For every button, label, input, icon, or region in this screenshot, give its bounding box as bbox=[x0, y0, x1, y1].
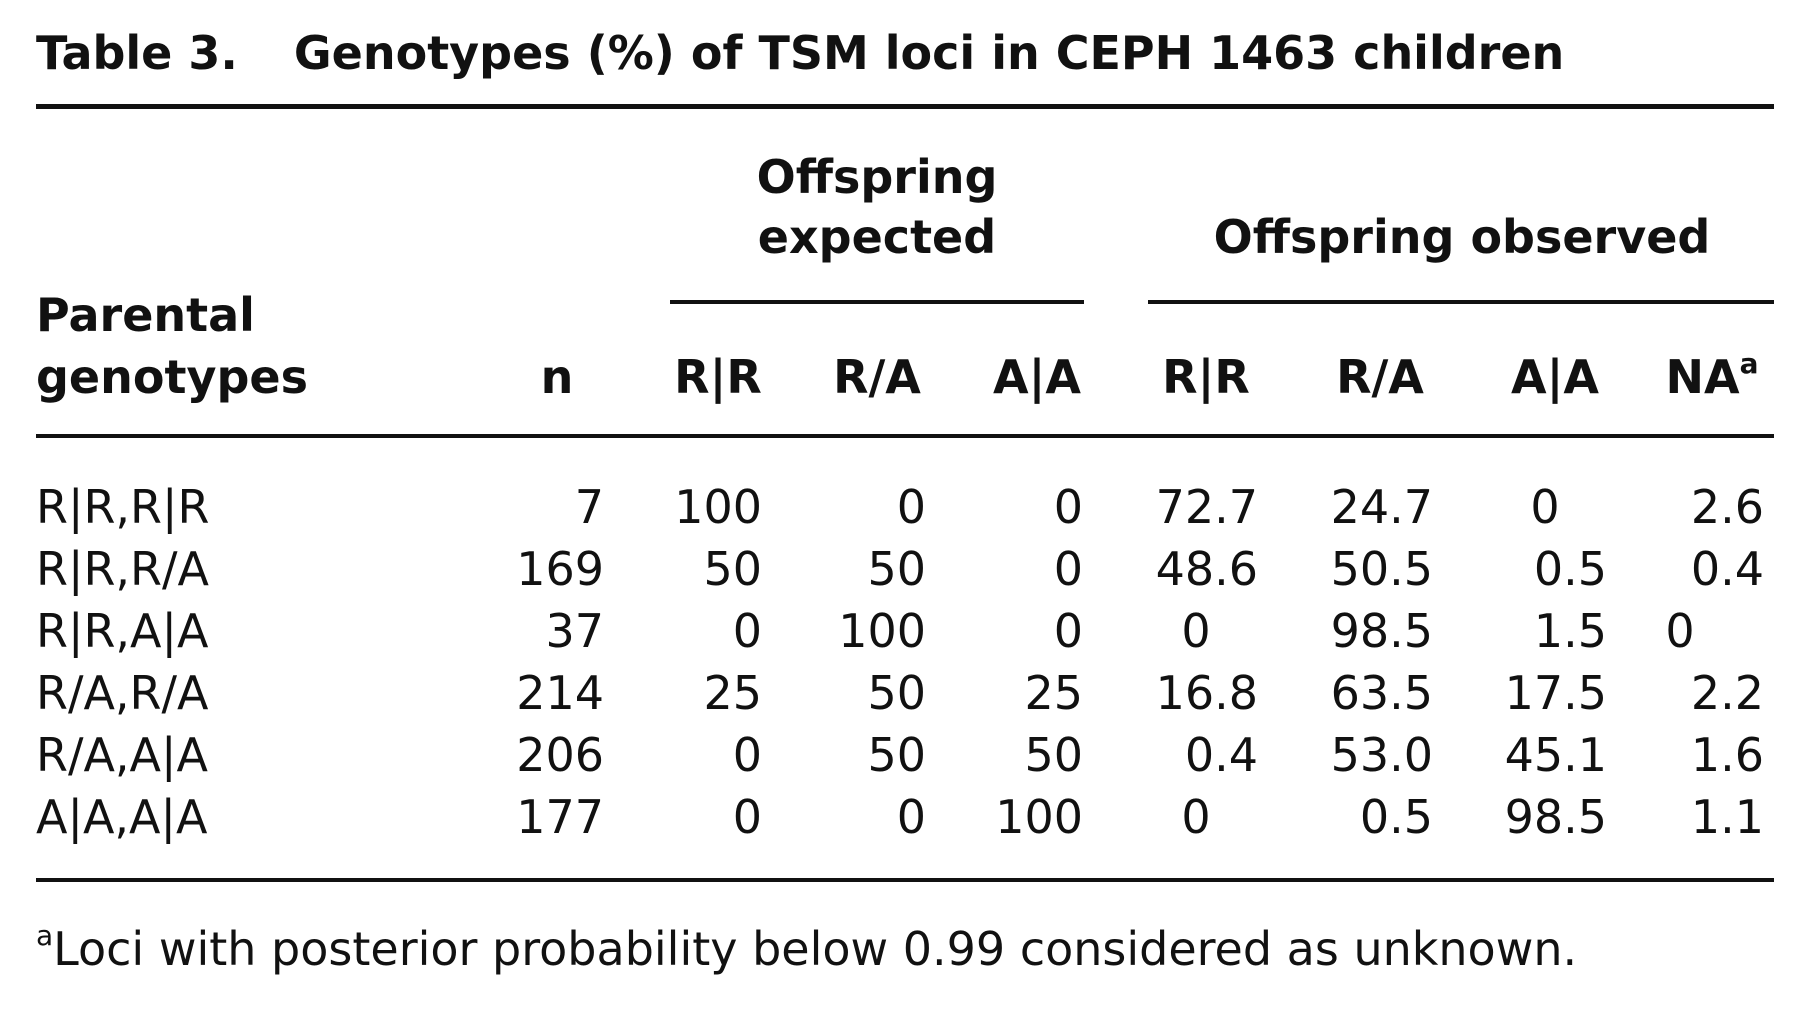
cell-expected: 0 bbox=[732, 604, 762, 658]
cell-observed: 0 bbox=[1181, 790, 1211, 844]
caption-label: Table 3. bbox=[36, 26, 238, 80]
na-footnote-marker: a bbox=[1739, 347, 1759, 380]
group-observed: Offspring observed bbox=[1213, 210, 1711, 264]
cell-expected: 50 bbox=[867, 728, 926, 782]
cell-observed: 24.7 bbox=[1330, 480, 1433, 534]
cell-parental: R/A,R/A bbox=[36, 666, 209, 720]
sub-column-header: R|R bbox=[1162, 350, 1250, 404]
cell-expected: 50 bbox=[703, 542, 762, 596]
bottom-rule bbox=[36, 878, 1774, 882]
cell-observed: 63.5 bbox=[1330, 666, 1433, 720]
cell-expected: 100 bbox=[674, 480, 762, 534]
observed-span-rule bbox=[1148, 300, 1774, 304]
cell-observed: 0.4 bbox=[1690, 542, 1764, 596]
cell-parental: R|R,R|R bbox=[36, 480, 210, 534]
cell-observed: 0.5 bbox=[1359, 790, 1433, 844]
cell-observed: 2.6 bbox=[1690, 480, 1764, 534]
cell-observed: 0.5 bbox=[1533, 542, 1607, 596]
group-expected-line2: expected bbox=[757, 210, 997, 264]
sub-column-header: R/A bbox=[833, 350, 921, 404]
cell-observed: 53.0 bbox=[1330, 728, 1433, 782]
cell-expected: 100 bbox=[995, 790, 1083, 844]
cell-parental: R|R,R/A bbox=[36, 542, 209, 596]
cell-expected: 0 bbox=[896, 790, 926, 844]
cell-observed: 48.6 bbox=[1155, 542, 1258, 596]
group-expected-line1: Offspring bbox=[756, 150, 998, 204]
cell-expected: 25 bbox=[1024, 666, 1083, 720]
cell-expected: 50 bbox=[867, 666, 926, 720]
top-rule bbox=[36, 104, 1774, 109]
cell-expected: 0 bbox=[896, 480, 926, 534]
cell-expected: 0 bbox=[732, 790, 762, 844]
cell-expected: 0 bbox=[1053, 542, 1083, 596]
footnote-text: Loci with posterior probability below 0.… bbox=[53, 922, 1578, 976]
cell-observed: 0 bbox=[1665, 604, 1695, 658]
cell-observed: 45.1 bbox=[1504, 728, 1607, 782]
cell-observed: 0 bbox=[1181, 604, 1211, 658]
cell-observed: 1.5 bbox=[1533, 604, 1607, 658]
cell-expected: 50 bbox=[867, 542, 926, 596]
cell-n: 177 bbox=[516, 790, 604, 844]
cell-parental: R|R,A|A bbox=[36, 604, 209, 658]
cell-n: 37 bbox=[545, 604, 604, 658]
cell-expected: 0 bbox=[732, 728, 762, 782]
caption-title: Genotypes (%) of TSM loci in CEPH 1463 c… bbox=[293, 26, 1565, 80]
cell-observed: 72.7 bbox=[1155, 480, 1258, 534]
cell-n: 206 bbox=[516, 728, 604, 782]
sub-column-header: A|A bbox=[992, 350, 1082, 404]
col-parental-line2: genotypes bbox=[36, 350, 308, 404]
cell-n: 214 bbox=[516, 666, 604, 720]
cell-expected: 50 bbox=[1024, 728, 1083, 782]
cell-observed: 98.5 bbox=[1504, 790, 1607, 844]
sub-column-header: NAa bbox=[1665, 350, 1758, 401]
header-bottom-rule bbox=[36, 434, 1774, 438]
cell-observed: 50.5 bbox=[1330, 542, 1433, 596]
cell-observed: 17.5 bbox=[1504, 666, 1607, 720]
col-n: n bbox=[540, 350, 574, 404]
col-parental-line1: Parental bbox=[36, 288, 255, 342]
table-footnote: aLoci with posterior probability below 0… bbox=[36, 922, 1577, 973]
cell-expected: 25 bbox=[703, 666, 762, 720]
sub-column-header: A|A bbox=[1510, 350, 1600, 404]
cell-observed: 2.2 bbox=[1690, 666, 1764, 720]
sub-column-header: R/A bbox=[1336, 350, 1424, 404]
cell-observed: 16.8 bbox=[1155, 666, 1258, 720]
footnote-marker: a bbox=[36, 919, 54, 952]
cell-parental: R/A,A|A bbox=[36, 728, 208, 782]
cell-expected: 100 bbox=[838, 604, 926, 658]
cell-parental: A|A,A|A bbox=[36, 790, 208, 844]
cell-observed: 1.1 bbox=[1690, 790, 1764, 844]
cell-observed: 98.5 bbox=[1330, 604, 1433, 658]
table-caption: Table 3. Genotypes (%) of TSM loci in CEP… bbox=[36, 26, 1564, 81]
cell-n: 169 bbox=[516, 542, 604, 596]
na-header-text: NA bbox=[1665, 350, 1740, 404]
cell-n: 7 bbox=[574, 480, 604, 534]
cell-expected: 0 bbox=[1053, 604, 1083, 658]
cell-observed: 0 bbox=[1530, 480, 1560, 534]
sub-column-header: R|R bbox=[674, 350, 762, 404]
cell-observed: 0.4 bbox=[1184, 728, 1258, 782]
expected-span-rule bbox=[670, 300, 1084, 304]
cell-expected: 0 bbox=[1053, 480, 1083, 534]
cell-observed: 1.6 bbox=[1690, 728, 1764, 782]
